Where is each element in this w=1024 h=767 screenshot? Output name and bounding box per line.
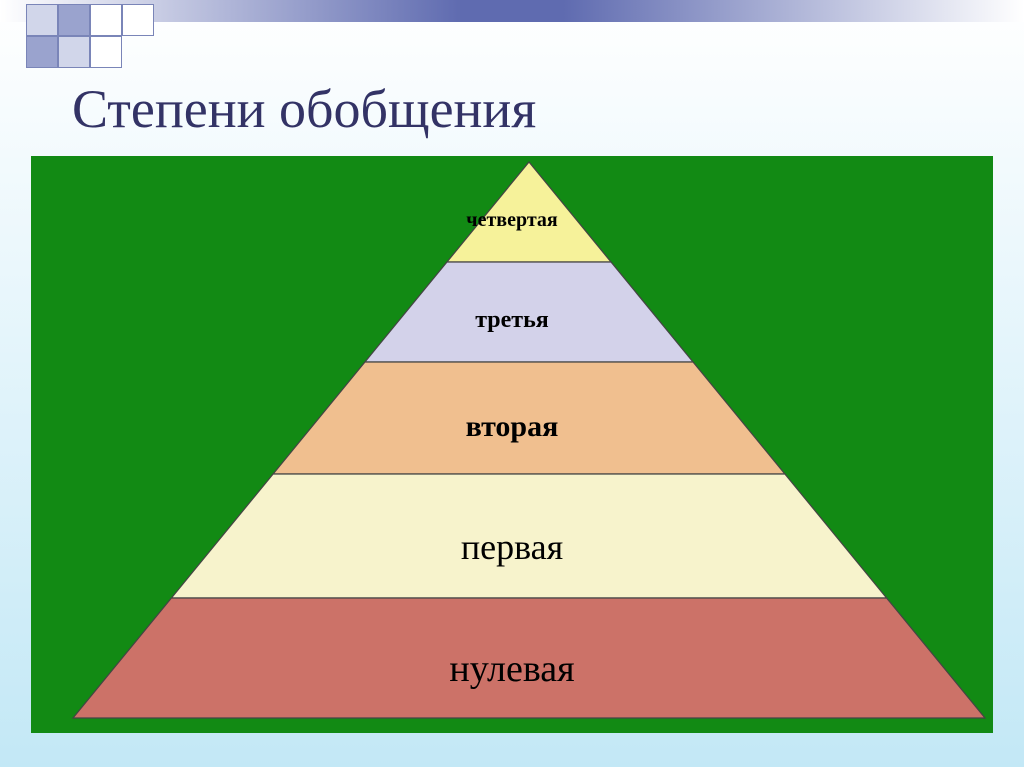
pyramid-chart: четвертая третья вторая первая нулевая	[31, 156, 993, 733]
slide-title: Степени обобщения	[72, 78, 536, 140]
pyramid-level-label-2: вторая	[31, 410, 993, 444]
pyramid-level-label-3: первая	[31, 526, 993, 568]
pyramid-level-label-4: нулевая	[31, 647, 993, 691]
pyramid-level-label-1: третья	[31, 307, 993, 334]
pyramid-level-label-0: четвертая	[31, 209, 993, 232]
corner-squares-deco	[26, 4, 154, 68]
slide: Степени обобщения четвертая третья вторая п…	[0, 0, 1024, 767]
